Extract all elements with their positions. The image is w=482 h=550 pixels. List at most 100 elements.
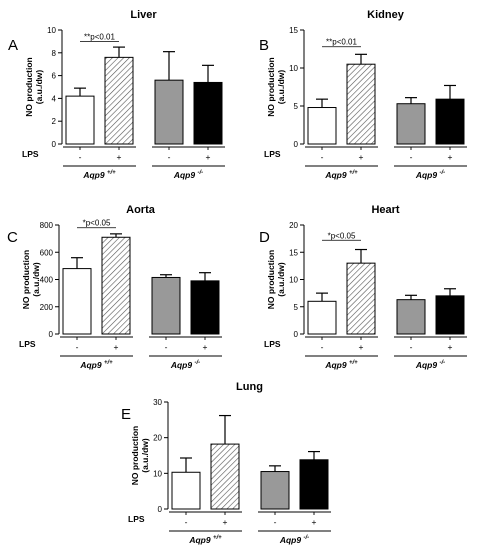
significance-label: **p<0.01 xyxy=(326,38,357,47)
y-tick-label: 200 xyxy=(40,303,54,312)
y-axis-label-line: (a.u./dw) xyxy=(140,438,150,473)
y-tick-label: 400 xyxy=(40,276,54,285)
category-label: - xyxy=(168,152,171,162)
group-superscript: +/+ xyxy=(104,360,113,366)
chart-panel-D: D Heart 0 5 10 15 20 NO production(a.u./dw) *p<0… xyxy=(259,204,467,370)
group-label: Aqp9 +/+ xyxy=(82,170,116,180)
y-axis-label-line: NO production xyxy=(130,426,140,486)
bar xyxy=(151,276,181,335)
group-name: Aqp9 xyxy=(415,170,440,180)
category-label: - xyxy=(79,152,82,162)
panel-letter: E xyxy=(121,406,131,423)
group-name: Aqp9 xyxy=(79,360,104,370)
y-tick-label: 20 xyxy=(289,221,298,230)
category-label: + xyxy=(206,152,211,162)
group-name: Aqp9 xyxy=(415,360,440,370)
group-label: Aqp9 +/+ xyxy=(188,535,222,545)
bar xyxy=(396,103,426,145)
y-tick-label: 800 xyxy=(40,221,54,230)
y-tick-label: 15 xyxy=(289,248,298,257)
chart-panel-A: A Liver 0 2 4 6 8 10 NO production(a.u./dw) **p<0… xyxy=(8,9,225,180)
group-name: Aqp9 xyxy=(173,170,198,180)
lps-label: LPS xyxy=(128,514,145,524)
group-superscript: +/+ xyxy=(349,170,358,176)
bar xyxy=(65,95,95,145)
bar xyxy=(346,63,376,145)
bar xyxy=(435,98,465,145)
y-axis-label-line: (a.u./dw) xyxy=(276,262,286,297)
y-tick-label: 5 xyxy=(294,303,299,312)
lps-label: LPS xyxy=(264,149,281,159)
group-superscript: -/- xyxy=(303,535,309,541)
y-axis-label-line: (a.u./dw) xyxy=(276,70,286,105)
bar xyxy=(104,56,134,145)
group-superscript: +/+ xyxy=(107,170,116,176)
category-label: - xyxy=(321,342,324,352)
bar xyxy=(154,79,184,145)
chart-title: Aorta xyxy=(126,204,156,216)
bar xyxy=(435,295,465,335)
category-label: - xyxy=(410,342,413,352)
bar xyxy=(171,471,201,510)
bar xyxy=(346,262,376,335)
chart-title: Kidney xyxy=(367,9,405,21)
bar xyxy=(193,81,223,145)
bar xyxy=(62,268,92,335)
group-name: Aqp9 xyxy=(324,360,349,370)
category-label: - xyxy=(165,342,168,352)
group-label: Aqp9 +/+ xyxy=(79,360,113,370)
category-label: - xyxy=(185,517,188,527)
lps-label: LPS xyxy=(22,149,39,159)
category-label: + xyxy=(117,152,122,162)
group-name: Aqp9 xyxy=(170,360,195,370)
bar xyxy=(396,299,426,335)
group-superscript: +/+ xyxy=(349,360,358,366)
y-axis-label-line: (a.u./dw) xyxy=(34,70,44,105)
category-label: - xyxy=(410,152,413,162)
category-label: + xyxy=(223,517,228,527)
y-tick-label: 0 xyxy=(294,330,299,339)
bar xyxy=(101,236,131,335)
category-label: + xyxy=(359,152,364,162)
bar xyxy=(210,443,240,510)
y-tick-label: 0 xyxy=(49,330,54,339)
group-name: Aqp9 xyxy=(324,170,349,180)
bar xyxy=(307,107,337,145)
chart-panel-B: B Kidney 0 5 10 15 NO production(a.u./dw) **p<0… xyxy=(259,9,467,180)
y-tick-label: 10 xyxy=(47,26,56,35)
bar xyxy=(260,471,290,510)
y-tick-label: 0 xyxy=(158,505,163,514)
category-label: + xyxy=(448,342,453,352)
group-label: Aqp9 -/- xyxy=(173,170,203,180)
bar xyxy=(190,280,220,335)
chart-title: Lung xyxy=(236,381,263,393)
bar xyxy=(307,300,337,335)
group-label: Aqp9 -/- xyxy=(170,360,200,370)
y-tick-label: 8 xyxy=(52,49,57,58)
y-tick-label: 6 xyxy=(52,72,57,81)
y-tick-label: 15 xyxy=(289,26,298,35)
y-tick-label: 5 xyxy=(294,102,299,111)
chart-panel-C: C Aorta 0 200 400 600 800 NO production(a.u./dw… xyxy=(7,204,222,370)
y-axis-label: NO production(a.u./dw) xyxy=(24,57,44,117)
group-superscript: -/- xyxy=(194,360,200,366)
category-label: + xyxy=(203,342,208,352)
group-label: Aqp9 -/- xyxy=(279,535,309,545)
y-tick-label: 20 xyxy=(153,434,162,443)
group-name: Aqp9 xyxy=(82,170,107,180)
y-axis-label-line: NO production xyxy=(24,57,34,117)
y-tick-label: 4 xyxy=(52,94,57,103)
group-name: Aqp9 xyxy=(279,535,304,545)
group-label: Aqp9 -/- xyxy=(415,360,445,370)
category-label: - xyxy=(321,152,324,162)
y-axis-label: NO production(a.u./dw) xyxy=(130,426,150,486)
category-label: + xyxy=(448,152,453,162)
y-tick-label: 0 xyxy=(52,140,57,149)
y-tick-label: 30 xyxy=(153,398,162,407)
category-label: - xyxy=(76,342,79,352)
group-superscript: +/+ xyxy=(213,535,222,541)
y-axis-label: NO production(a.u./dw) xyxy=(21,250,41,310)
chart-title: Liver xyxy=(130,9,157,21)
